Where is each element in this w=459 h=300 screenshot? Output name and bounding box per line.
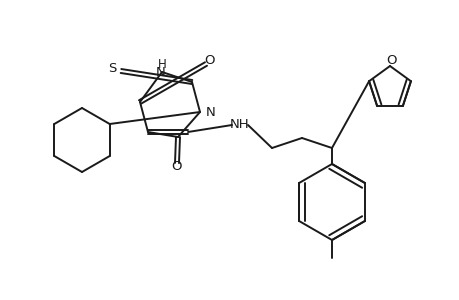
Text: N: N [206,106,215,118]
Text: O: O [386,55,397,68]
Text: H: H [157,58,166,70]
Text: NH: NH [230,118,249,131]
Text: O: O [171,160,182,173]
Text: O: O [204,53,215,67]
Text: S: S [107,61,116,74]
Text: N: N [156,65,166,79]
